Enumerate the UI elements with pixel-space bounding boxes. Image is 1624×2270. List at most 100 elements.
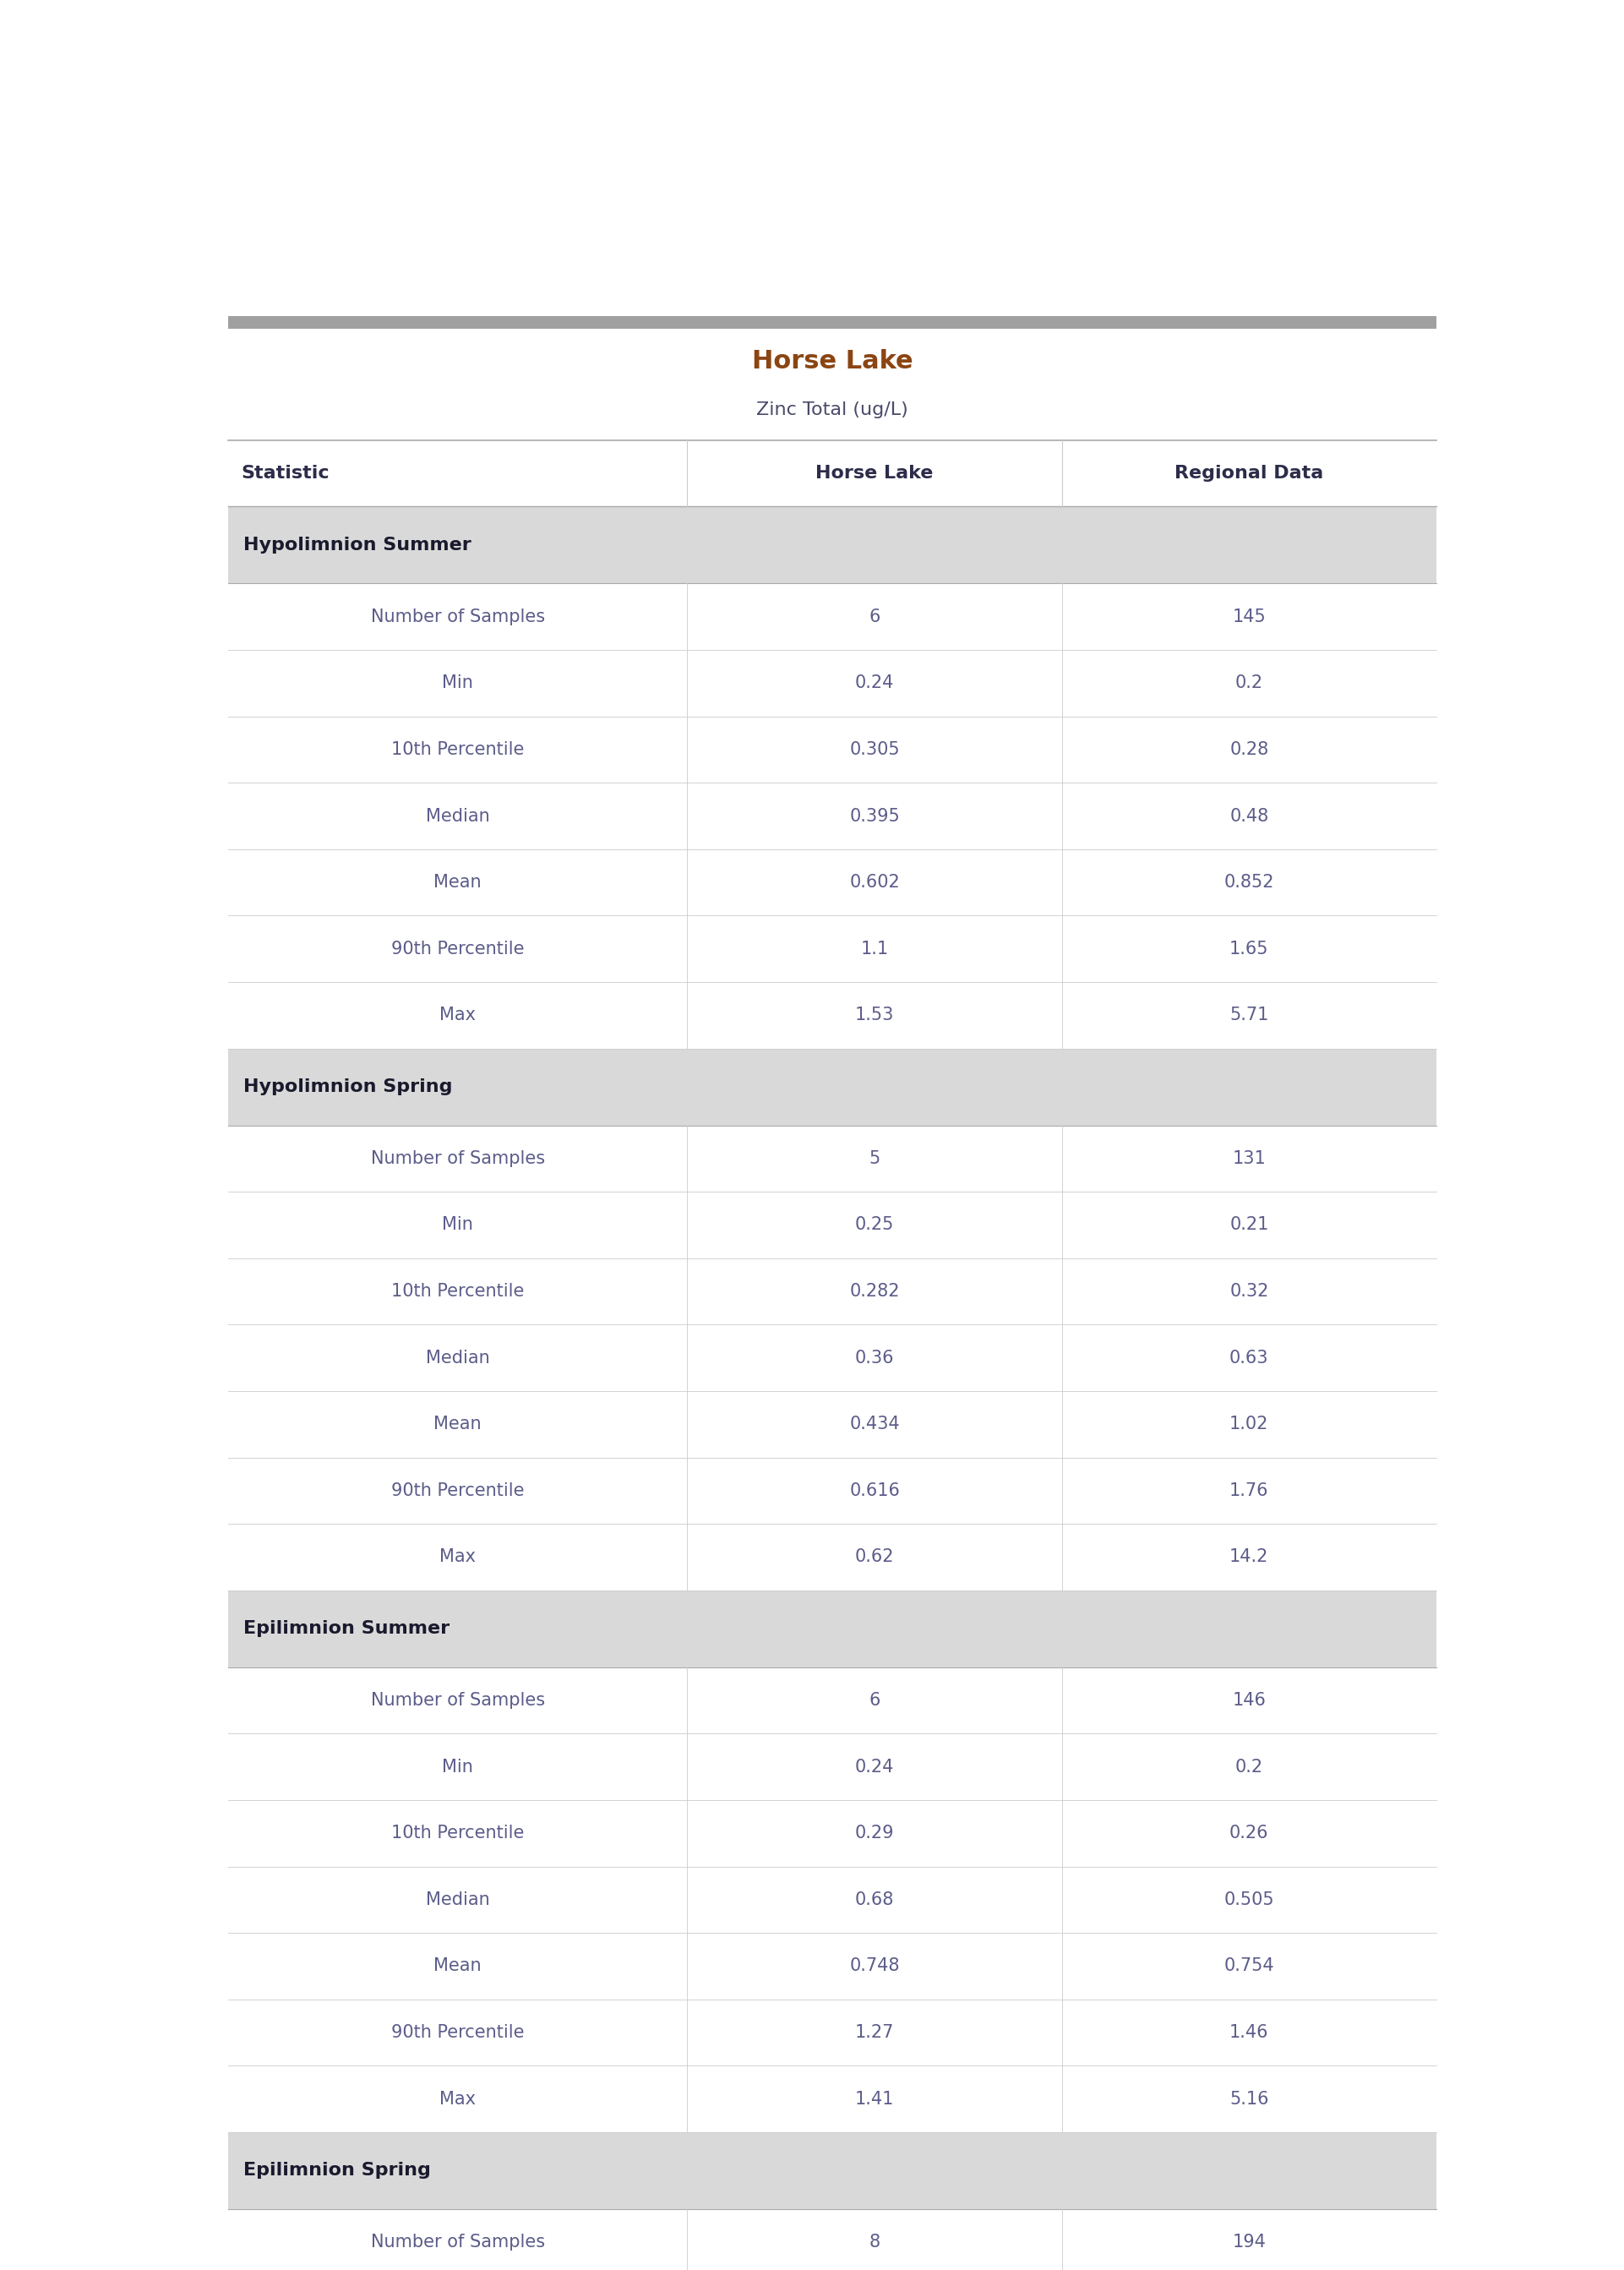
Bar xyxy=(227,1666,1436,1734)
Bar xyxy=(227,915,1436,983)
Text: 10th Percentile: 10th Percentile xyxy=(391,1283,525,1301)
Text: 0.305: 0.305 xyxy=(849,740,900,758)
Bar xyxy=(227,649,1436,717)
Bar xyxy=(227,983,1436,1049)
Bar xyxy=(227,2209,1436,2270)
Bar xyxy=(227,1392,1436,1457)
Text: Statistic: Statistic xyxy=(240,465,330,481)
Text: 0.63: 0.63 xyxy=(1229,1348,1268,1367)
Text: 5: 5 xyxy=(869,1151,880,1167)
Bar xyxy=(227,583,1436,649)
Text: 0.29: 0.29 xyxy=(854,1825,895,1841)
Text: 0.434: 0.434 xyxy=(849,1416,900,1432)
Text: 8: 8 xyxy=(869,2234,880,2252)
Text: 145: 145 xyxy=(1233,608,1267,624)
Text: Mean: Mean xyxy=(434,874,482,890)
Text: Number of Samples: Number of Samples xyxy=(370,608,544,624)
Text: 5.16: 5.16 xyxy=(1229,2091,1268,2107)
Text: 0.28: 0.28 xyxy=(1229,740,1268,758)
Text: 10th Percentile: 10th Percentile xyxy=(391,1825,525,1841)
Text: 0.24: 0.24 xyxy=(854,1759,895,1775)
Bar xyxy=(227,1591,1436,1666)
Text: Mean: Mean xyxy=(434,1957,482,1975)
Text: 0.748: 0.748 xyxy=(849,1957,900,1975)
Bar xyxy=(227,316,1436,329)
Text: Epilimnion Spring: Epilimnion Spring xyxy=(244,2161,430,2179)
Text: 0.24: 0.24 xyxy=(854,674,895,692)
Text: Hypolimnion Summer: Hypolimnion Summer xyxy=(244,536,471,554)
Text: 1.02: 1.02 xyxy=(1229,1416,1268,1432)
Text: 6: 6 xyxy=(869,1691,880,1709)
Text: 0.36: 0.36 xyxy=(854,1348,895,1367)
Bar xyxy=(227,1523,1436,1591)
Text: 0.68: 0.68 xyxy=(854,1891,895,1909)
Text: 0.26: 0.26 xyxy=(1229,1825,1268,1841)
Text: Zinc Total (ug/L): Zinc Total (ug/L) xyxy=(757,402,908,418)
Bar xyxy=(227,506,1436,583)
Text: Min: Min xyxy=(442,1759,473,1775)
Bar xyxy=(227,1934,1436,2000)
Text: 0.25: 0.25 xyxy=(854,1217,895,1233)
Text: Epilimnion Summer: Epilimnion Summer xyxy=(244,1621,450,1637)
Text: Median: Median xyxy=(425,1891,490,1909)
Bar xyxy=(227,1457,1436,1523)
Text: Number of Samples: Number of Samples xyxy=(370,2234,544,2252)
Bar xyxy=(227,1192,1436,1258)
Text: 90th Percentile: 90th Percentile xyxy=(391,1482,525,1498)
Bar xyxy=(227,440,1436,506)
Text: 90th Percentile: 90th Percentile xyxy=(391,2025,525,2041)
Text: 0.32: 0.32 xyxy=(1229,1283,1268,1301)
Text: Median: Median xyxy=(425,808,490,824)
Text: Horse Lake: Horse Lake xyxy=(815,465,934,481)
Bar xyxy=(227,1734,1436,1800)
Text: Max: Max xyxy=(440,1008,476,1024)
Bar xyxy=(227,2132,1436,2209)
Text: 146: 146 xyxy=(1233,1691,1267,1709)
Text: Min: Min xyxy=(442,1217,473,1233)
Text: Horse Lake: Horse Lake xyxy=(752,350,913,375)
Bar xyxy=(227,2000,1436,2066)
Text: 1.46: 1.46 xyxy=(1229,2025,1268,2041)
Text: Mean: Mean xyxy=(434,1416,482,1432)
Text: 1.41: 1.41 xyxy=(854,2091,895,2107)
Text: Hypolimnion Spring: Hypolimnion Spring xyxy=(244,1078,453,1096)
Text: 1.27: 1.27 xyxy=(854,2025,895,2041)
Text: 6: 6 xyxy=(869,608,880,624)
Text: 0.48: 0.48 xyxy=(1229,808,1268,824)
Text: 0.852: 0.852 xyxy=(1224,874,1275,890)
Bar xyxy=(227,1800,1436,1866)
Bar xyxy=(227,1866,1436,1934)
Text: 0.2: 0.2 xyxy=(1236,674,1263,692)
Text: 1.76: 1.76 xyxy=(1229,1482,1268,1498)
Text: 0.62: 0.62 xyxy=(854,1548,895,1566)
Text: Number of Samples: Number of Samples xyxy=(370,1691,544,1709)
Bar xyxy=(227,717,1436,783)
Text: 0.282: 0.282 xyxy=(849,1283,900,1301)
Text: 10th Percentile: 10th Percentile xyxy=(391,740,525,758)
Text: Min: Min xyxy=(442,674,473,692)
Text: 0.754: 0.754 xyxy=(1224,1957,1275,1975)
Text: 5.71: 5.71 xyxy=(1229,1008,1268,1024)
Text: 1.1: 1.1 xyxy=(861,940,888,958)
Bar xyxy=(227,849,1436,915)
Text: 0.21: 0.21 xyxy=(1229,1217,1268,1233)
Text: 1.53: 1.53 xyxy=(854,1008,895,1024)
Text: Number of Samples: Number of Samples xyxy=(370,1151,544,1167)
Text: 0.2: 0.2 xyxy=(1236,1759,1263,1775)
Bar xyxy=(227,1049,1436,1126)
Text: Regional Data: Regional Data xyxy=(1174,465,1324,481)
Text: Median: Median xyxy=(425,1348,490,1367)
Bar xyxy=(227,1126,1436,1192)
Text: 0.395: 0.395 xyxy=(849,808,900,824)
Text: 1.65: 1.65 xyxy=(1229,940,1268,958)
Text: 90th Percentile: 90th Percentile xyxy=(391,940,525,958)
Bar xyxy=(227,2066,1436,2132)
Text: Max: Max xyxy=(440,1548,476,1566)
Bar xyxy=(227,1326,1436,1392)
Text: 14.2: 14.2 xyxy=(1229,1548,1268,1566)
Text: 0.602: 0.602 xyxy=(849,874,900,890)
Text: Max: Max xyxy=(440,2091,476,2107)
Text: 131: 131 xyxy=(1233,1151,1267,1167)
Text: 0.616: 0.616 xyxy=(849,1482,900,1498)
Text: 0.505: 0.505 xyxy=(1224,1891,1275,1909)
